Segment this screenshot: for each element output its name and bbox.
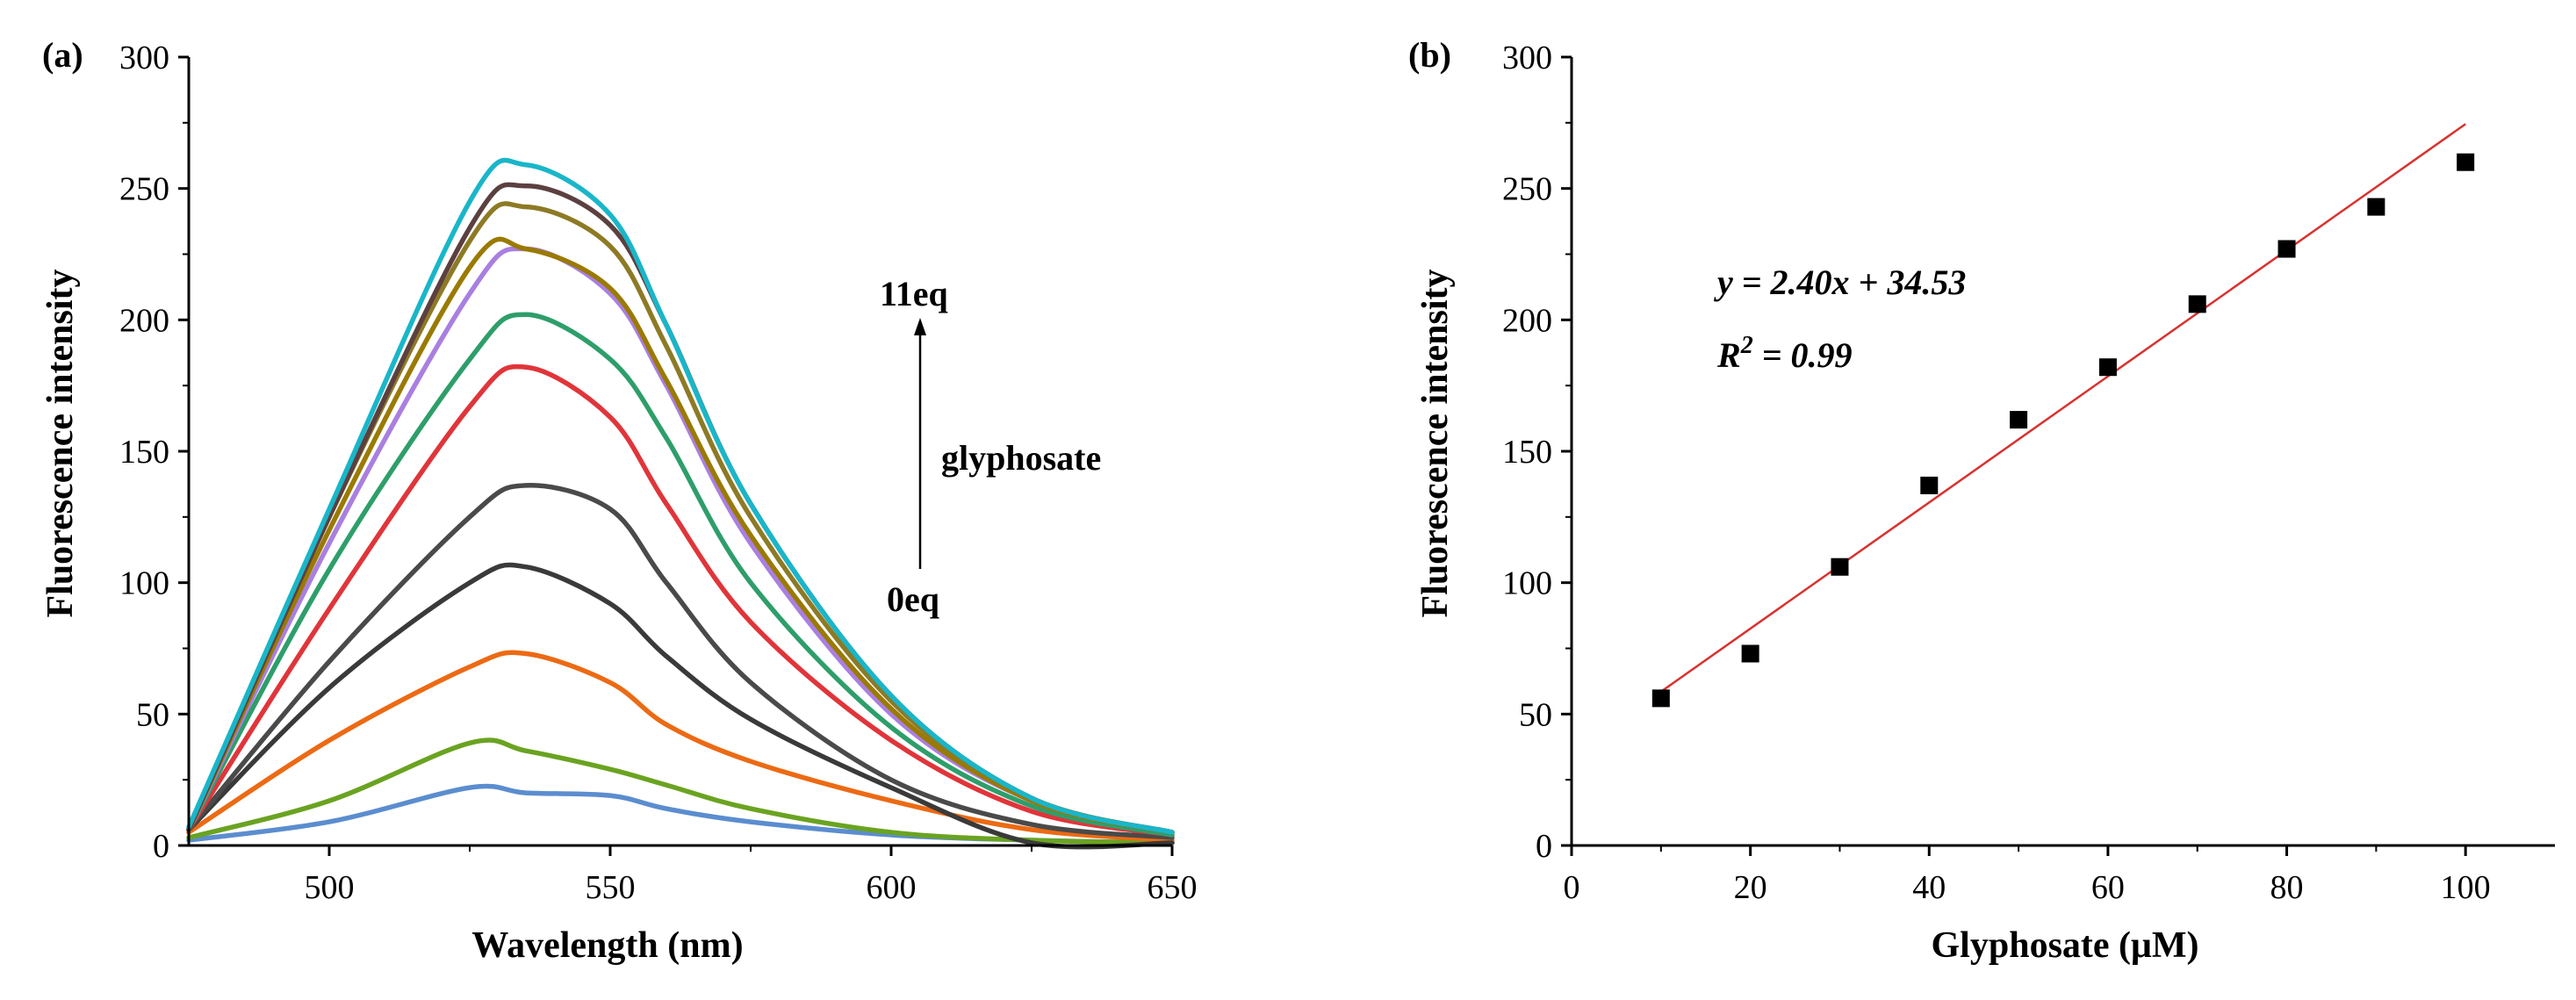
spectrum-line-2eq bbox=[186, 650, 1175, 843]
panel-a-y-tick-label: 100 bbox=[119, 565, 169, 602]
panel-b-y-tick-label: 100 bbox=[1502, 565, 1552, 602]
data-points-group bbox=[1651, 153, 2475, 708]
panel-b-y-tick-label: 300 bbox=[1502, 40, 1552, 76]
panel-b-y-tick-label: 250 bbox=[1502, 171, 1552, 208]
data-point bbox=[2188, 295, 2206, 313]
panel-a-y-axis-title: Fluorescence intensity bbox=[40, 270, 81, 618]
data-point bbox=[2277, 240, 2296, 258]
panel-a-x-tick-label: 500 bbox=[305, 869, 355, 906]
panel-a-y-tick-label: 200 bbox=[119, 302, 169, 339]
titration-arrowhead bbox=[914, 318, 926, 335]
data-point bbox=[2457, 153, 2475, 171]
panel-b-y-tick-label: 150 bbox=[1502, 434, 1552, 471]
panel-b-x-tick-label: 60 bbox=[2091, 869, 2125, 906]
fit-equation: y = 2.40x + 34.53 bbox=[1714, 263, 1966, 302]
spectrum-line-3eq bbox=[186, 562, 1175, 850]
panel-a-axes: 0 50 100 150 200 250 300 500 550 600 650 bbox=[119, 40, 1198, 906]
panel-b-x-tick-label: 20 bbox=[1734, 869, 1767, 906]
panel-a-x-tick-label: 650 bbox=[1148, 869, 1198, 906]
data-point bbox=[1920, 476, 1939, 494]
r-squared: R2 = 0.99 bbox=[1716, 332, 1852, 375]
data-point bbox=[1831, 558, 1849, 576]
panel-b-y-tick-label: 50 bbox=[1519, 696, 1552, 733]
panel-a-x-tick-label: 550 bbox=[586, 869, 636, 906]
panel-a-y-tick-label: 0 bbox=[153, 828, 169, 865]
spectra-series-group bbox=[186, 157, 1175, 850]
panel-a-y-tick-label: 150 bbox=[119, 434, 169, 471]
annotation-glyphosate: glyphosate bbox=[941, 438, 1101, 478]
spectrum-line-6eq bbox=[186, 312, 1175, 838]
annotation-11eq: 11eq bbox=[880, 274, 948, 313]
annotation-0eq: 0eq bbox=[887, 579, 939, 619]
spectrum-line-11eq bbox=[186, 157, 1175, 835]
fit-line-group bbox=[1660, 123, 2466, 693]
panel-b-x-tick-label: 0 bbox=[1564, 869, 1580, 906]
panel-b-y-axis-title: Fluorescence intensity bbox=[1415, 270, 1456, 618]
data-point bbox=[1651, 689, 1670, 708]
data-point bbox=[2010, 411, 2028, 429]
data-point bbox=[1741, 644, 1759, 663]
panel-a-y-tick-label: 300 bbox=[119, 40, 169, 76]
panel-b-y-tick-label: 200 bbox=[1502, 302, 1552, 339]
spectrum-line-7eq bbox=[186, 246, 1175, 835]
linear-fit-line bbox=[1660, 123, 2466, 693]
panel-b-x-tick-label: 100 bbox=[2441, 869, 2491, 906]
panel-a-label: (a) bbox=[42, 35, 83, 75]
data-point bbox=[2367, 198, 2385, 216]
panel-a-x-axis-title: Wavelength (nm) bbox=[471, 925, 743, 966]
spectrum-line-1eq bbox=[186, 737, 1175, 845]
panel-b-axes: 0 50 100 150 200 250 300 0 20 40 60 80 100 bbox=[1502, 40, 2555, 906]
panel-b-x-axis-title: Glyphosate (μM) bbox=[1932, 925, 2199, 966]
spectra-panel: (a) 0 50 100 150 200 250 300 500 550 600 650 Wavel… bbox=[40, 35, 1198, 966]
panel-a-x-tick-label: 600 bbox=[867, 869, 917, 906]
spectrum-line-8eq bbox=[186, 236, 1175, 835]
panel-b-x-tick-label: 80 bbox=[2270, 869, 2304, 906]
calibration-panel: (b) 0 50 100 150 200 250 300 0 20 40 60 80 100 Glyph… bbox=[1408, 35, 2555, 966]
panel-a-y-tick-label: 250 bbox=[119, 171, 169, 208]
panel-b-x-tick-label: 40 bbox=[1912, 869, 1946, 906]
panel-b-y-tick-label: 0 bbox=[1536, 828, 1552, 865]
panel-a-y-tick-label: 50 bbox=[136, 696, 169, 733]
spectrum-line-5eq bbox=[186, 363, 1175, 838]
panel-b-label: (b) bbox=[1408, 35, 1451, 75]
spectrum-line-4eq bbox=[186, 483, 1175, 840]
data-point bbox=[2098, 358, 2117, 377]
